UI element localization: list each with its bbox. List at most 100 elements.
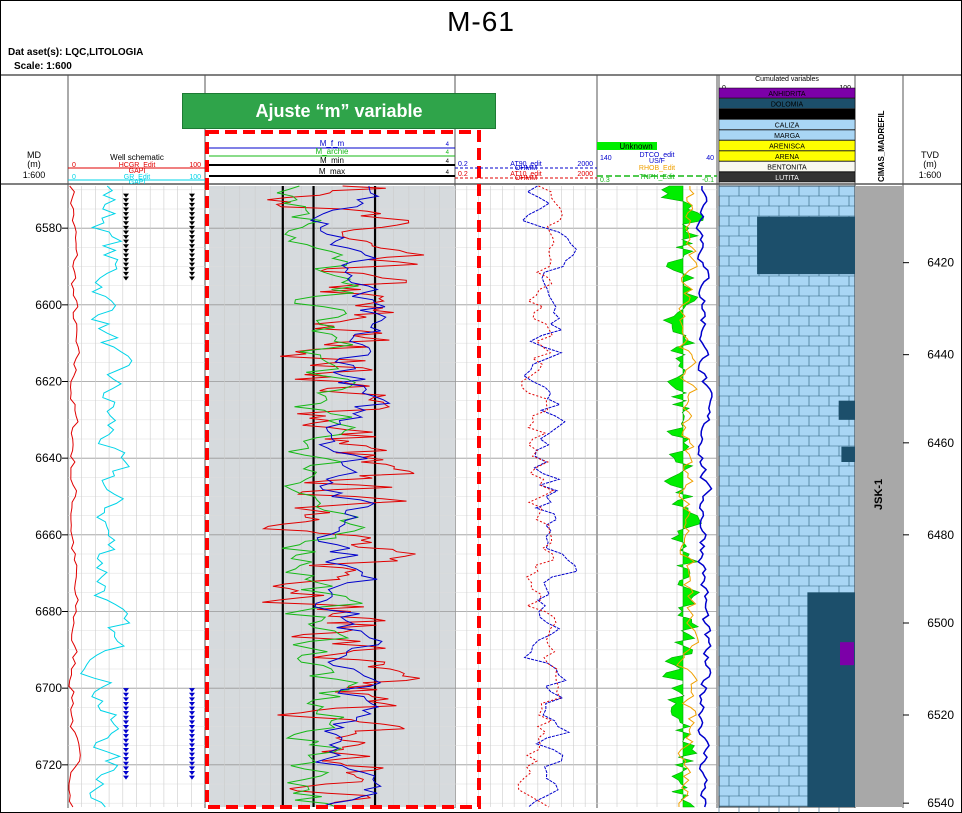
lithology-legend-swatch-8 — [718, 171, 856, 183]
track2-scale-max: 4 — [446, 142, 450, 148]
well-marker-1-1 — [189, 734, 195, 739]
well-marker-0-1 — [189, 276, 195, 281]
lithology-legend-swatch-4 — [718, 129, 856, 141]
well-marker-1-1 — [189, 711, 195, 716]
well-marker-1-1 — [189, 706, 195, 711]
track2-scale-max: 4 — [446, 170, 450, 176]
track2-curve-label: M_f_m — [320, 139, 345, 148]
well-marker-0-1 — [189, 244, 195, 249]
tvd-tick-label: 6480 — [927, 528, 954, 542]
well-marker-1-0 — [123, 711, 129, 716]
well-marker-0-0 — [123, 253, 129, 258]
lithology-legend-label: ARENISCA — [769, 144, 805, 151]
lithology-legend-swatch-5 — [718, 140, 856, 151]
track5-title: Cumulated variables — [755, 76, 819, 83]
md-axis-label: MD — [27, 150, 41, 160]
well-marker-1-1 — [189, 757, 195, 762]
tvd-tick-label: 6440 — [927, 348, 954, 362]
md-tick-label: 6640 — [35, 451, 62, 465]
well-marker-0-1 — [189, 202, 195, 207]
lithology-legend-swatch-1 — [718, 98, 856, 109]
well-marker-1-0 — [123, 724, 129, 729]
well-marker-0-0 — [123, 225, 129, 230]
well-marker-1-1 — [189, 775, 195, 780]
track3-curve-label: OHMM — [515, 175, 537, 182]
well-marker-1-1 — [189, 752, 195, 757]
unknown-legend-fill — [597, 142, 657, 150]
track2-curve-label: M_min — [320, 156, 344, 165]
dolomite-interval-3 — [807, 592, 855, 807]
track1-title: Well schematic — [110, 153, 164, 162]
lithology-legend-label: LUTITA — [775, 175, 799, 182]
track1-curve-label: GR_Edit — [124, 174, 151, 181]
well-marker-0-1 — [189, 207, 195, 212]
track4-scale-max: -0.1 — [702, 177, 714, 184]
lithology-legend-label: CALIZA — [775, 123, 800, 130]
md-tick-label: 6700 — [35, 681, 62, 695]
tvd-axis-label: TVD — [921, 150, 940, 160]
lithology-legend-swatch-7 — [718, 161, 856, 172]
well-marker-0-0 — [123, 193, 129, 198]
well-marker-0-0 — [123, 267, 129, 272]
well-marker-0-1 — [189, 193, 195, 198]
well-marker-0-1 — [189, 212, 195, 217]
m-archie-curve — [276, 185, 366, 808]
well-marker-1-1 — [189, 743, 195, 748]
track4-scale-max: 40 — [706, 155, 714, 162]
well-marker-1-0 — [123, 761, 129, 766]
tvd-tick-label: 6420 — [927, 256, 954, 270]
lithology-legend-label: ANHIDRITA — [768, 91, 806, 98]
anhydrite-interval — [840, 642, 854, 666]
well-marker-0-1 — [189, 248, 195, 253]
tvd-axis-scale: 1:600 — [919, 170, 942, 180]
well-marker-0-1 — [189, 225, 195, 230]
well-marker-1-0 — [123, 743, 129, 748]
track6-title: CIMAS_MADREFIL — [877, 110, 886, 182]
formation-label: JSK-1 — [873, 479, 885, 510]
well-marker-0-0 — [123, 198, 129, 203]
well-marker-1-1 — [189, 692, 195, 697]
tvd-axis-unit: (m) — [923, 159, 937, 169]
well-marker-1-1 — [189, 761, 195, 766]
md-tick-label: 6660 — [35, 528, 62, 542]
md-tick-label: 6620 — [35, 375, 62, 389]
well-marker-1-1 — [189, 766, 195, 771]
well-marker-1-0 — [123, 757, 129, 762]
tvd-tick-label: 6520 — [927, 708, 954, 722]
track3-scale-max: 2000 — [577, 161, 593, 168]
track3-curve-label: OHMM — [515, 165, 537, 172]
lithology-legend-swatch-0 — [718, 87, 856, 99]
track1-curve-label: GAPI — [129, 168, 146, 175]
track1-curve-label: HCGR_Edit — [119, 162, 156, 169]
track1-scale-max: 100 — [189, 162, 201, 169]
md-axis-unit: (m) — [27, 159, 41, 169]
at90-curve — [521, 185, 578, 808]
well-marker-0-1 — [189, 239, 195, 244]
well-marker-0-1 — [189, 198, 195, 203]
well-marker-0-1 — [189, 216, 195, 221]
well-marker-0-0 — [123, 230, 129, 235]
well-marker-0-0 — [123, 244, 129, 249]
track4-curve-label: Unknown — [619, 142, 652, 151]
lithology-legend-label: BENTONITA — [767, 165, 807, 172]
track4-curve-label: RHOB_Edit — [639, 165, 675, 172]
track1-scale-min: 0 — [72, 174, 76, 181]
well-marker-1-1 — [189, 701, 195, 706]
well-marker-1-1 — [189, 724, 195, 729]
track3-curve-label: AT10_edit — [510, 171, 541, 178]
dolomite-interval-2 — [841, 446, 855, 462]
well-marker-0-1 — [189, 262, 195, 267]
formation-fill — [855, 186, 903, 807]
gr-curve — [79, 185, 133, 808]
track4-scale-min: 140 — [600, 155, 612, 162]
track1-scale-max: 100 — [189, 174, 201, 181]
well-marker-1-1 — [189, 720, 195, 725]
well-marker-1-0 — [123, 775, 129, 780]
dataset-info: Dat aset(s): LQC,LITOLOGIA — [8, 47, 143, 58]
track3-curve-label: AT90_edit — [510, 161, 541, 168]
track2-scale-max: 4 — [446, 159, 450, 165]
well-marker-1-0 — [123, 738, 129, 743]
md-tick-label: 6720 — [35, 758, 62, 772]
m-fm-curve — [309, 185, 391, 808]
